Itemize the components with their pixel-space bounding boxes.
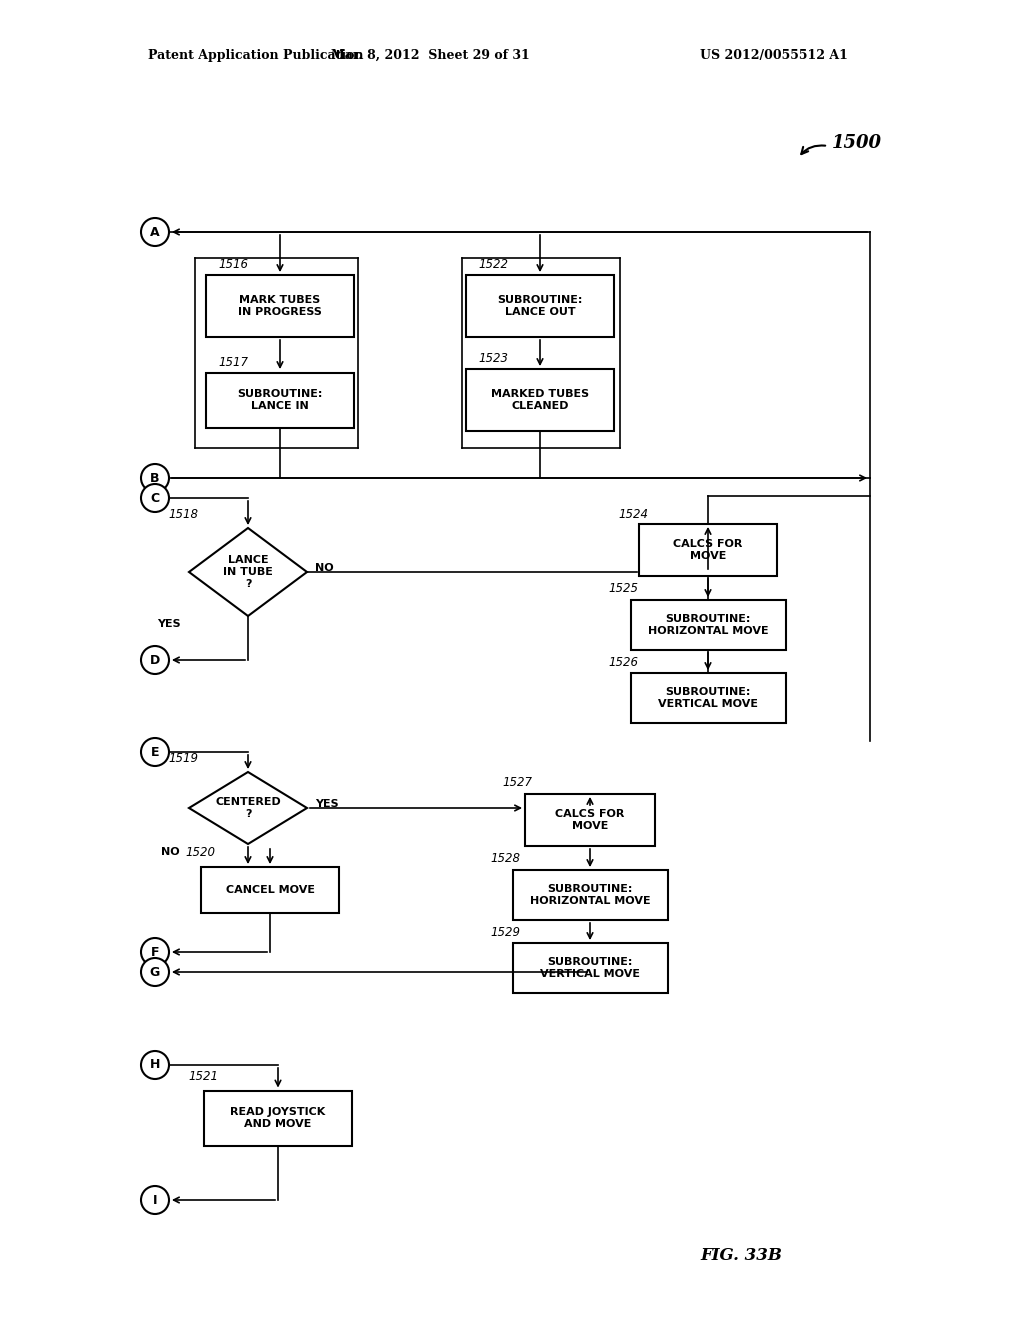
Text: SUBROUTINE:
VERTICAL MOVE: SUBROUTINE: VERTICAL MOVE	[658, 688, 758, 709]
Polygon shape	[189, 528, 307, 616]
Text: A: A	[151, 226, 160, 239]
Text: READ JOYSTICK
AND MOVE: READ JOYSTICK AND MOVE	[230, 1107, 326, 1129]
Text: NO: NO	[315, 564, 334, 573]
Text: US 2012/0055512 A1: US 2012/0055512 A1	[700, 49, 848, 62]
Text: 1524: 1524	[618, 507, 648, 520]
Text: 1523: 1523	[478, 351, 508, 364]
Text: Patent Application Publication: Patent Application Publication	[148, 49, 364, 62]
Text: 1516: 1516	[218, 257, 248, 271]
Text: CENTERED
?: CENTERED ?	[215, 797, 281, 818]
Text: FIG. 33B: FIG. 33B	[700, 1246, 782, 1263]
Text: C: C	[151, 491, 160, 504]
Bar	[631, 601, 785, 649]
Text: 1525: 1525	[608, 582, 638, 595]
Circle shape	[141, 738, 169, 766]
Bar	[201, 867, 339, 913]
Text: SUBROUTINE:
LANCE OUT: SUBROUTINE: LANCE OUT	[498, 296, 583, 317]
Bar	[639, 524, 777, 576]
Text: CALCS FOR
MOVE: CALCS FOR MOVE	[674, 539, 742, 561]
Text: 1519: 1519	[168, 751, 198, 764]
Bar	[206, 275, 354, 337]
Text: 1527: 1527	[502, 776, 532, 788]
Bar	[206, 372, 354, 428]
Text: 1522: 1522	[478, 257, 508, 271]
Bar	[525, 795, 655, 846]
Bar	[512, 942, 668, 993]
Text: CALCS FOR
MOVE: CALCS FOR MOVE	[555, 809, 625, 830]
Text: MARK TUBES
IN PROGRESS: MARK TUBES IN PROGRESS	[238, 296, 322, 317]
Text: 1528: 1528	[490, 853, 520, 866]
Text: 1529: 1529	[490, 925, 520, 939]
Text: SUBROUTINE:
HORIZONTAL MOVE: SUBROUTINE: HORIZONTAL MOVE	[648, 614, 768, 636]
Circle shape	[141, 484, 169, 512]
Bar	[466, 370, 614, 432]
Text: YES: YES	[157, 619, 180, 630]
Circle shape	[141, 465, 169, 492]
Text: E: E	[151, 746, 160, 759]
Text: 1518: 1518	[168, 507, 198, 520]
Text: I: I	[153, 1193, 158, 1206]
Bar	[512, 870, 668, 920]
Text: SUBROUTINE:
LANCE IN: SUBROUTINE: LANCE IN	[238, 389, 323, 411]
Text: Mar. 8, 2012  Sheet 29 of 31: Mar. 8, 2012 Sheet 29 of 31	[331, 49, 529, 62]
Text: SUBROUTINE:
HORIZONTAL MOVE: SUBROUTINE: HORIZONTAL MOVE	[529, 884, 650, 906]
Text: 1500: 1500	[831, 135, 882, 152]
Circle shape	[141, 645, 169, 675]
Text: MARKED TUBES
CLEANED: MARKED TUBES CLEANED	[490, 389, 589, 411]
Text: SUBROUTINE:
VERTICAL MOVE: SUBROUTINE: VERTICAL MOVE	[540, 957, 640, 979]
Polygon shape	[189, 772, 307, 843]
Text: H: H	[150, 1059, 160, 1072]
Circle shape	[141, 939, 169, 966]
Text: G: G	[150, 965, 160, 978]
Bar	[466, 275, 614, 337]
Circle shape	[141, 1051, 169, 1078]
Text: 1517: 1517	[218, 355, 248, 368]
Bar	[204, 1090, 352, 1146]
Bar	[631, 673, 785, 723]
Text: 1526: 1526	[608, 656, 638, 668]
Text: B: B	[151, 471, 160, 484]
Text: YES: YES	[315, 799, 339, 809]
Text: F: F	[151, 945, 160, 958]
Circle shape	[141, 218, 169, 246]
Text: NO: NO	[161, 847, 179, 857]
Circle shape	[141, 1185, 169, 1214]
Text: LANCE
IN TUBE
?: LANCE IN TUBE ?	[223, 556, 273, 589]
Text: 1520: 1520	[185, 846, 215, 858]
Circle shape	[141, 958, 169, 986]
Text: 1521: 1521	[188, 1069, 218, 1082]
Text: D: D	[150, 653, 160, 667]
Text: CANCEL MOVE: CANCEL MOVE	[225, 884, 314, 895]
